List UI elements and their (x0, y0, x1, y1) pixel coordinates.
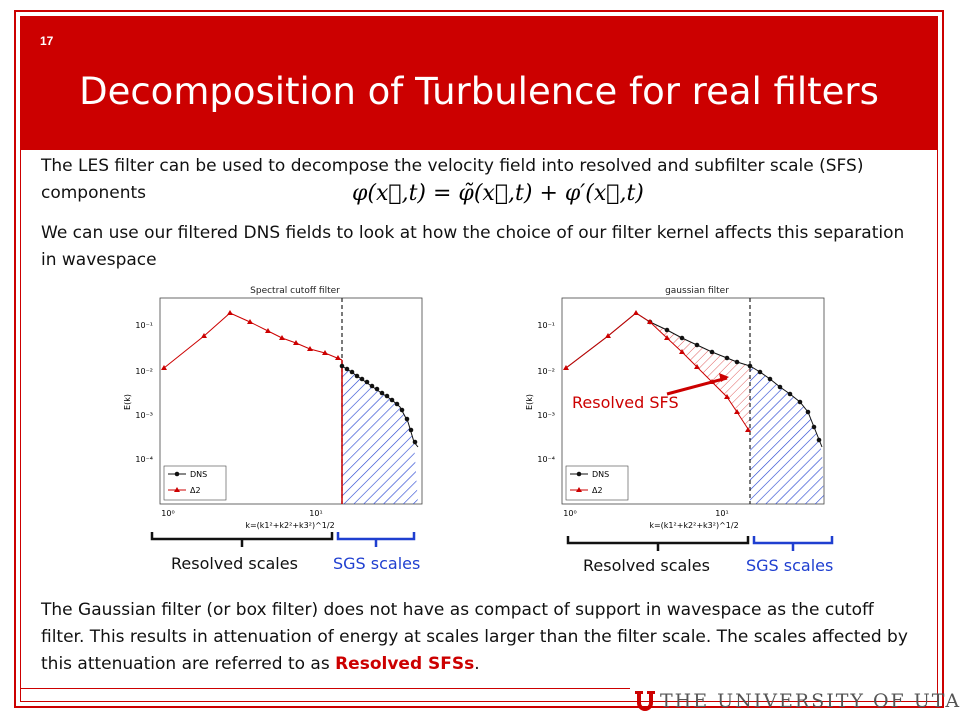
xtick-label: 10⁰ (563, 509, 576, 518)
x-axis-label: k=(k1²+k2²+k3²)^1/2 (245, 521, 334, 530)
decomposition-equation: φ(x⃗,t) = φ̃(x⃗,t) + φ′(x⃗,t) (352, 181, 644, 206)
dns-markers (647, 319, 822, 443)
legend-entry: DNS (190, 470, 207, 479)
chart-legend: DNS Δ2 (565, 465, 629, 501)
resolved-scales-label: Resolved scales (583, 556, 710, 575)
y-axis-label: E(k) (525, 394, 534, 410)
legend-entry: Δ2 (190, 486, 201, 495)
slide-frame-outer (14, 10, 944, 708)
chart-title: gaussian filter (665, 286, 729, 296)
resolved-sfs-highlight: Resolved SFSs (335, 654, 475, 674)
xtick-label: 10⁰ (161, 509, 174, 518)
annotation-arrow (666, 376, 728, 396)
paragraph-gaussian-filter: The Gaussian filter (or box filter) does… (41, 597, 921, 678)
dns-markers (339, 363, 418, 445)
paragraph-filtered-dns: We can use our filtered DNS fields to lo… (41, 223, 905, 270)
delta2-markers (563, 310, 751, 432)
ytick-label: 10⁻² (537, 367, 555, 376)
paragraph-text: The Gaussian filter (or box filter) does… (41, 600, 908, 674)
sgs-scales-label: SGS scales (746, 556, 834, 575)
ytick-label: 10⁻¹ (537, 321, 555, 330)
ytick-label: 10⁻⁴ (135, 455, 153, 464)
university-u-logo-icon (635, 691, 655, 711)
ytick-label: 10⁻² (135, 367, 153, 376)
y-axis-label: E(k) (123, 394, 132, 410)
ytick-label: 10⁻¹ (135, 321, 153, 330)
footer-rule (20, 688, 630, 689)
sgs-scales-label: SGS scales (333, 554, 421, 573)
gaussian-filter-plot: gaussian filter 10⁻¹ 10⁻² 10⁻³ 10⁻⁴ E(k)… (522, 282, 842, 532)
slide-number: 17 (40, 34, 54, 48)
slide-title: Decomposition of Turbulence for real fil… (79, 70, 879, 113)
resolved-scales-label: Resolved scales (171, 554, 298, 573)
legend-entry: Δ2 (592, 486, 603, 495)
x-axis-label: k=(k1²+k2²+k3²)^1/2 (649, 521, 738, 530)
chart-legend: DNS Δ2 (163, 465, 227, 501)
spectral-cutoff-plot: Spectral cutoff filter 10⁻¹ 10⁻² 10⁻³ 10… (120, 282, 430, 532)
right-scale-brackets (566, 536, 834, 551)
ytick-label: 10⁻³ (135, 411, 153, 420)
title-banner (20, 16, 938, 150)
resolved-sfs-annotation: Resolved SFS (572, 393, 679, 412)
paragraph-decomposition: The LES filter can be used to decompose … (41, 156, 864, 203)
delta2-markers (161, 310, 341, 370)
ytick-label: 10⁻³ (537, 411, 555, 420)
chart-title: Spectral cutoff filter (250, 286, 340, 296)
ytick-label: 10⁻⁴ (537, 455, 555, 464)
university-name: THE UNIVERSITY OF UTAH (660, 690, 960, 712)
xtick-label: 10¹ (715, 509, 728, 518)
paragraph-end: . (474, 654, 480, 674)
xtick-label: 10¹ (309, 509, 322, 518)
left-scale-brackets (150, 532, 416, 547)
arrow-head (719, 373, 729, 382)
legend-entry: DNS (592, 470, 609, 479)
